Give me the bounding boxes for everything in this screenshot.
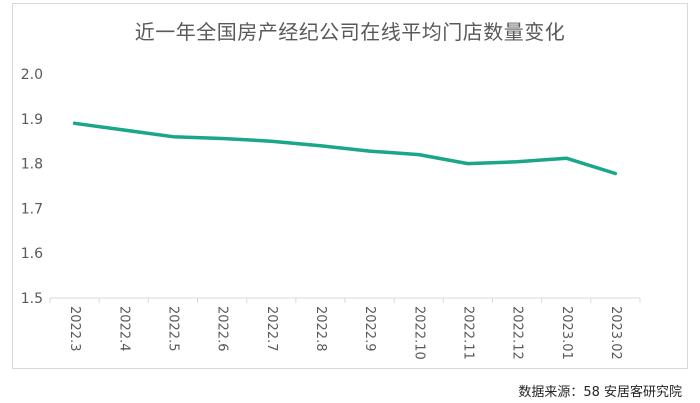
x-tick-label: 2022.5 — [165, 306, 180, 352]
x-tick-label: 2022.7 — [264, 306, 279, 352]
y-tick-label: 1.7 — [21, 201, 43, 217]
x-tick-label: 2022.12 — [510, 306, 525, 360]
x-tick-label: 2022.8 — [313, 306, 328, 352]
y-tick-label: 1.9 — [21, 112, 43, 128]
x-tick-label: 2022.6 — [215, 306, 230, 352]
chart-title: 近一年全国房产经纪公司在线平均门店数量变化 — [134, 20, 566, 44]
x-tick-label: 2022.10 — [411, 306, 426, 360]
x-tick-label: 2022.11 — [460, 306, 475, 360]
y-tick-label: 1.5 — [21, 291, 43, 307]
x-tick-label: 2023.01 — [559, 306, 574, 360]
y-axis: 1.5 1.6 1.7 1.8 1.9 2.0 — [21, 67, 43, 307]
chart-frame — [12, 3, 688, 369]
y-tick-label: 1.6 — [21, 246, 43, 262]
x-tick-label: 2023.02 — [608, 306, 623, 360]
x-axis: 2022.3 2022.4 2022.5 2022.6 2022.7 2022.8 2022… — [49, 298, 641, 360]
x-tick-label: 2022.9 — [362, 306, 377, 352]
data-source: 数据来源：58 安居客研究院 — [518, 385, 682, 400]
x-tick-label: 2022.4 — [116, 306, 131, 352]
x-tick-label: 2022.3 — [67, 306, 82, 352]
y-tick-label: 2.0 — [21, 67, 43, 83]
y-tick-label: 1.8 — [21, 157, 43, 173]
series-line — [72, 121, 618, 176]
